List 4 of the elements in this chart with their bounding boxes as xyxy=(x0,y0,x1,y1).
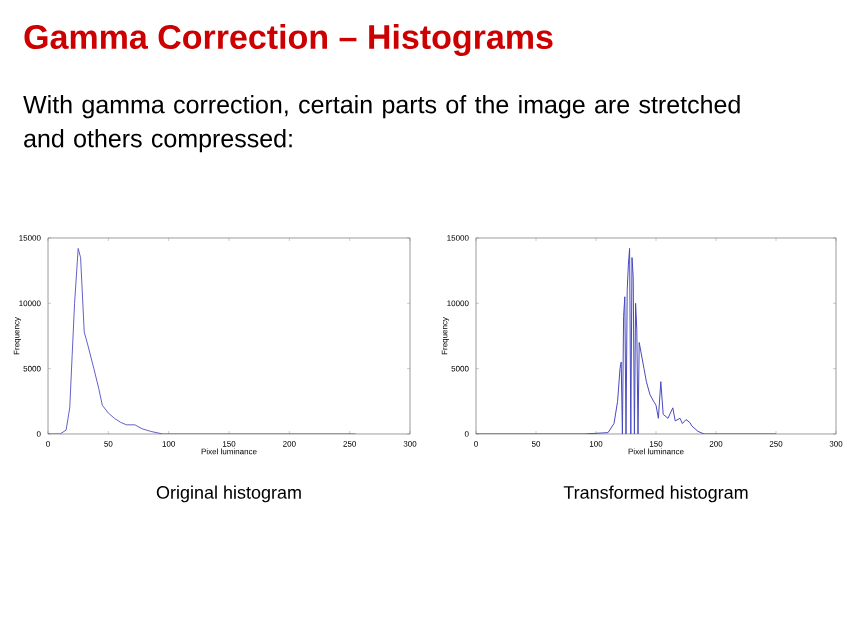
chart-subtitle: With gamma correction, certain parts of the image are stretched and others compressed: xyxy=(23,95,740,153)
text: Original histogram xyxy=(156,485,301,503)
text: Transformed histogram xyxy=(563,485,748,503)
chart-title: Gamma Correction – Histograms xyxy=(24,24,553,56)
